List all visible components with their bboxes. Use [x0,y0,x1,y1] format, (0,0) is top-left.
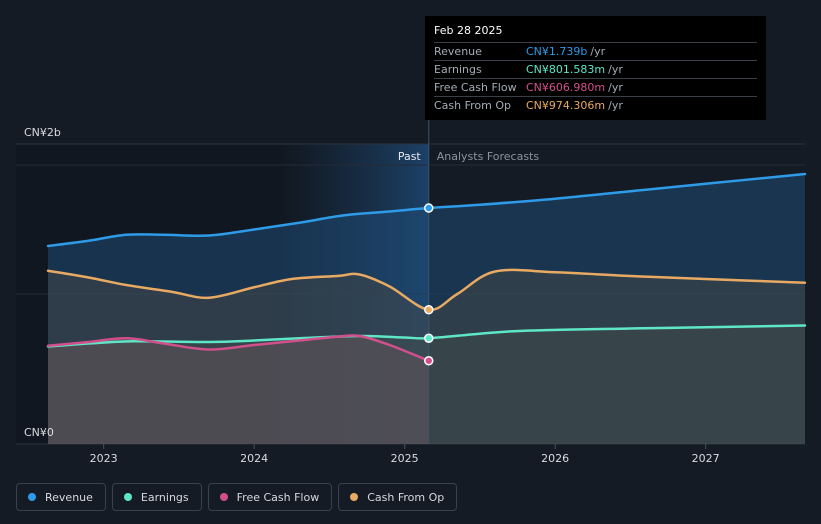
tooltip-label: Cash From Op [434,99,512,112]
x-tick-label: 2026 [541,452,569,465]
tooltip-row-free-cash-flow: Free Cash Flow CN¥606.980m /yr [434,78,757,96]
y-axis-top-label: CN¥2b [24,126,61,139]
legend-label: Cash From Op [367,490,445,504]
forecast-label: Analysts Forecasts [437,150,540,163]
tooltip-unit: /yr [608,81,623,94]
past-label: Past [398,150,422,163]
x-tick-label: 2023 [90,452,118,465]
series-lines [46,172,807,362]
legend-dot-icon [123,493,132,501]
tooltip-row-cash-from-op: Cash From Op CN¥974.306m /yr [434,96,757,114]
y-axis-bottom-label: CN¥0 [24,426,54,439]
legend-dot-icon [28,493,36,501]
series-line-revenue [46,172,807,248]
tooltip-date: Feb 28 2025 [434,24,503,37]
tooltip-value: CN¥801.583m [526,63,606,76]
tooltip-value: CN¥974.306m [526,99,606,112]
tooltip-label: Revenue [434,45,482,58]
tooltip-unit: /yr [590,45,606,58]
x-tick-label: 2025 [391,452,419,465]
marker-earnings [424,333,434,343]
legend-item-earnings[interactable]: Earnings [111,483,202,511]
tooltip-row-revenue: Revenue CN¥1.739b /yr [434,42,757,60]
legend-item-cash-from-op[interactable]: Cash From Op [338,483,458,511]
legend-dot-icon [350,493,359,501]
marker-revenue [424,203,434,213]
series-area-free-cash-flow [48,335,429,444]
legend-dot-icon [219,493,228,501]
series-line-cash-from-op [46,268,807,312]
legend-label: Free Cash Flow [236,490,320,504]
marker-cash-from-op [424,305,434,315]
legend-label: Earnings [140,490,189,504]
marker-free-cash-flow [424,356,434,366]
x-tick-label: 2024 [240,452,268,465]
x-tick-label: 2027 [692,452,720,465]
hover-markers [424,203,434,366]
tooltip-unit: /yr [608,99,623,112]
legend-item-revenue[interactable]: Revenue [16,483,106,511]
chart-legend: Revenue Earnings Free Cash Flow Cash Fro… [16,483,458,511]
tooltip-label: Free Cash Flow [434,81,517,94]
tooltip-value: CN¥1.739b [526,45,588,58]
series-line-free-cash-flow [46,334,431,362]
tooltip-label: Earnings [434,63,482,76]
data-tooltip: Feb 28 2025 Revenue CN¥1.739b /yr Earnin… [425,16,766,120]
tooltip-row-earnings: Earnings CN¥801.583m /yr [434,60,757,78]
tooltip-value: CN¥606.980m [526,81,606,94]
legend-item-free-cash-flow[interactable]: Free Cash Flow [207,483,333,511]
tooltip-unit: /yr [608,63,623,76]
x-axis-ticks: 2023 2024 2025 2026 2027 [90,444,720,465]
legend-label: Revenue [45,490,93,504]
